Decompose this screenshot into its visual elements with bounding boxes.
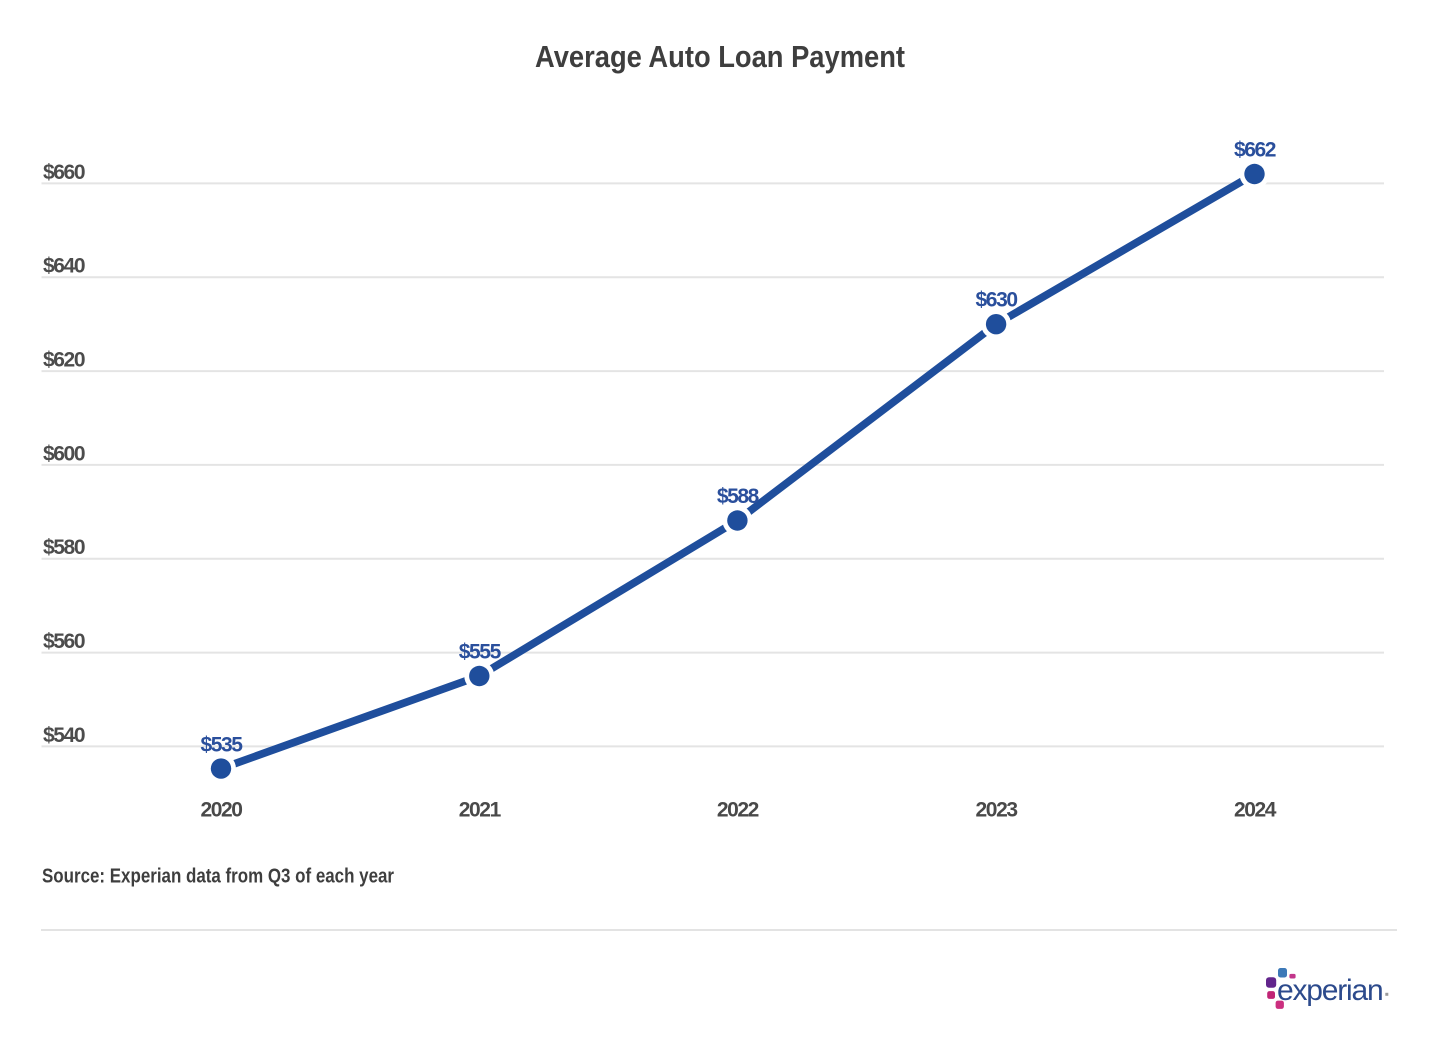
svg-text:2021: 2021 (459, 799, 502, 822)
svg-text:$662: $662 (1234, 138, 1276, 161)
svg-text:2022: 2022 (717, 799, 759, 822)
svg-text:$555: $555 (459, 640, 502, 663)
svg-text:$535: $535 (200, 733, 243, 756)
svg-text:2020: 2020 (200, 799, 242, 822)
svg-text:experian: experian (1277, 974, 1382, 1007)
svg-text:$630: $630 (976, 289, 1018, 312)
svg-text:2023: 2023 (976, 799, 1018, 822)
svg-text:Source: Experian data from Q3: Source: Experian data from Q3 of each ye… (42, 866, 394, 888)
svg-text:$560: $560 (43, 630, 85, 653)
svg-text:$660: $660 (43, 161, 85, 184)
svg-text:Average Auto Loan Payment: Average Auto Loan Payment (535, 39, 905, 74)
svg-text:$588: $588 (717, 485, 760, 508)
svg-text:$640: $640 (43, 255, 85, 278)
svg-text:$620: $620 (43, 349, 85, 372)
svg-text:$580: $580 (43, 536, 85, 559)
svg-text:$540: $540 (43, 724, 85, 747)
svg-text:$600: $600 (43, 442, 85, 465)
svg-text:2024: 2024 (1234, 799, 1277, 822)
